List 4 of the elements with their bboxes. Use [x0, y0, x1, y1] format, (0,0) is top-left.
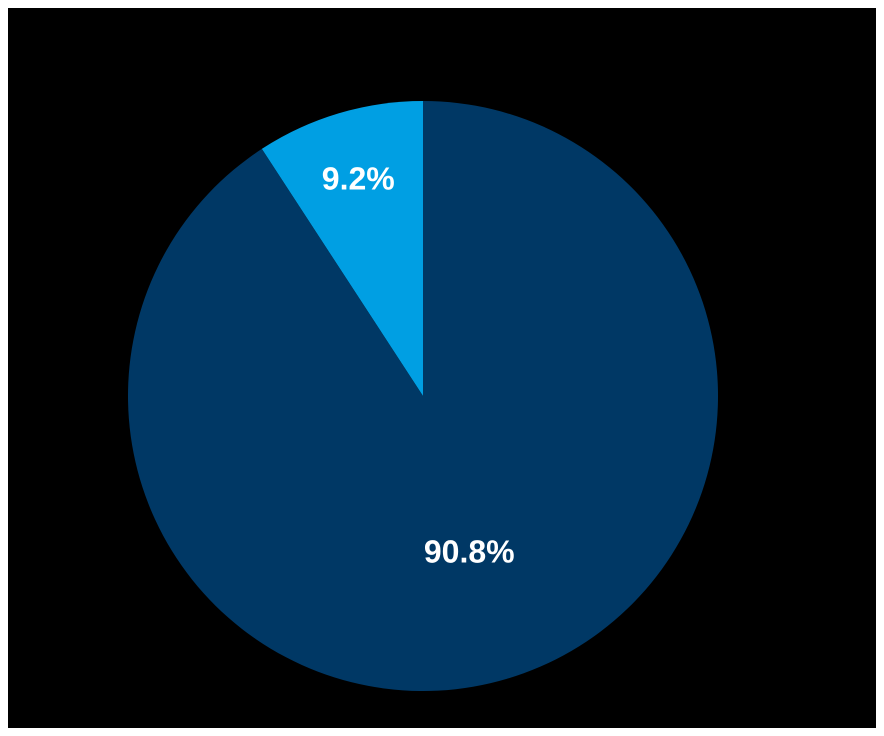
data-label: 9.2% — [322, 160, 395, 196]
pie-slice — [128, 101, 718, 691]
pie-slice — [262, 101, 423, 396]
data-label: 90.8% — [424, 534, 515, 570]
